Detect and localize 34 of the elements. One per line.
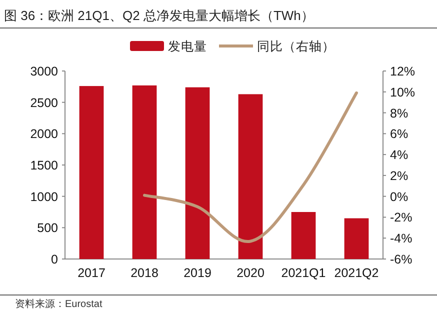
x-tick-label: 2019 — [184, 266, 212, 280]
legend-label: 发电量 — [168, 40, 207, 54]
text: 资料来源：Eurostat — [15, 298, 102, 310]
y2-tick-label: 0% — [390, 190, 408, 204]
y2-tick-label: -6% — [390, 252, 412, 266]
x-tick-label: 2021Q1 — [281, 266, 326, 280]
x-tick-label: 2021Q2 — [334, 266, 379, 280]
bar — [238, 94, 263, 259]
bar — [185, 87, 210, 259]
bar — [79, 86, 104, 259]
y-tick-label: 2500 — [30, 96, 58, 110]
x-tick-label: 2018 — [130, 266, 158, 280]
y-tick-label: 1500 — [30, 158, 58, 172]
legend-label: 同比（右轴） — [257, 40, 335, 54]
y2-tick-label: 10% — [390, 85, 416, 100]
y-tick-label: 3000 — [30, 64, 58, 78]
y-tick-label: 0 — [51, 252, 58, 266]
bar — [344, 218, 369, 259]
y2-tick-label: -2% — [390, 210, 412, 225]
y-tick-label: 2000 — [30, 127, 58, 142]
y-tick-label: 500 — [37, 221, 58, 236]
bar — [132, 85, 157, 259]
line-series — [143, 91, 358, 243]
y2-tick-label: 12% — [390, 64, 416, 78]
x-tick-label: 2020 — [236, 266, 264, 280]
y-tick-label: 1000 — [30, 190, 58, 204]
bar — [291, 212, 316, 259]
y2-tick-label: 6% — [390, 127, 408, 142]
y2-tick-label: -4% — [390, 232, 412, 246]
y2-tick-label: 2% — [390, 168, 408, 183]
y2-tick-label: 4% — [390, 148, 408, 162]
y2-tick-label: 8% — [390, 106, 408, 120]
chart-title: 图 36：欧洲 21Q1、Q2 总净发电量大幅增长（TWh） — [4, 8, 314, 23]
x-tick-label: 2017 — [78, 266, 106, 280]
